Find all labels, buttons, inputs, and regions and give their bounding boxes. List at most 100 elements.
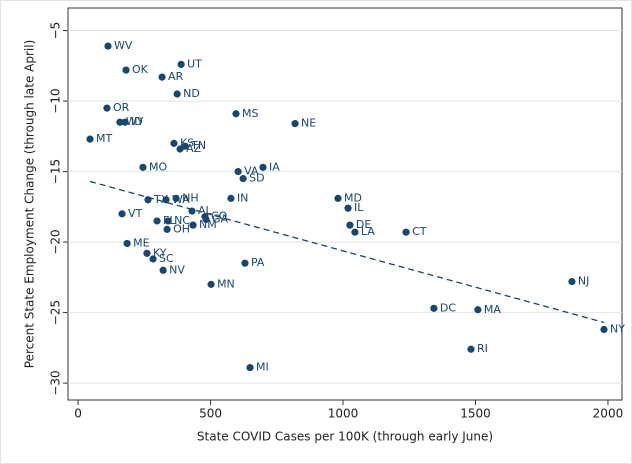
x-tick-label: 500: [199, 407, 222, 421]
point: [568, 277, 576, 286]
point-label: VA: [244, 165, 259, 178]
point: [121, 118, 129, 126]
point-label: IL: [354, 201, 364, 214]
point: [143, 249, 151, 257]
point-label: NM: [199, 218, 217, 231]
point-label: WV: [114, 39, 133, 52]
point-label: NC: [174, 214, 190, 227]
point: [232, 110, 240, 118]
point: [474, 306, 482, 314]
point: [344, 204, 352, 212]
x-tick-label: 1000: [328, 407, 359, 421]
point: [430, 304, 438, 312]
plot-area: [67, 7, 623, 401]
point: [139, 163, 147, 171]
point: [259, 163, 267, 171]
point-label: DE: [356, 218, 371, 231]
point: [86, 135, 94, 143]
point: [144, 196, 152, 204]
point: [334, 194, 342, 202]
point-label: SC: [159, 252, 174, 265]
point-label: CT: [412, 225, 427, 238]
point-label: NY: [610, 322, 625, 335]
point-label: SD: [249, 172, 264, 185]
point: [173, 90, 181, 98]
point-label: ND: [183, 87, 200, 100]
point-label: LA: [361, 225, 375, 238]
point-label: MD: [344, 191, 362, 204]
point-label: KY: [153, 246, 167, 259]
point: [172, 194, 180, 202]
point: [234, 167, 242, 176]
point-label: DC: [440, 301, 456, 314]
point: [104, 42, 112, 50]
y-axis-title: Percent State Employment Change (through…: [23, 40, 37, 369]
y-tick-label: −10: [49, 88, 63, 113]
point-label: MS: [242, 107, 258, 120]
point: [402, 228, 410, 236]
point-label: OK: [132, 63, 149, 76]
point-label: IN: [237, 191, 248, 204]
y-tick-label: −25: [49, 300, 63, 325]
point: [467, 345, 475, 353]
point: [103, 104, 111, 112]
point: [123, 239, 131, 248]
point: [246, 363, 254, 372]
point-label: NE: [301, 117, 316, 130]
point-label: TN: [190, 139, 206, 152]
y-tick-label: −5: [49, 22, 63, 40]
point-label: AL: [198, 204, 213, 217]
point-label: RI: [477, 342, 488, 355]
x-tick-label: 0: [74, 407, 82, 421]
point-label: CO: [211, 210, 228, 223]
point-label: GA: [212, 213, 229, 226]
x-tick-label: 1500: [460, 407, 491, 421]
point-label: OR: [113, 101, 130, 114]
point: [149, 255, 157, 263]
x-tick-label: 2000: [593, 407, 624, 421]
point: [159, 266, 167, 274]
point-label: NH: [182, 191, 199, 204]
y-tick-label: −15: [49, 159, 63, 184]
point-label: ME: [133, 236, 149, 249]
point: [118, 210, 126, 218]
point-label: AZ: [186, 142, 202, 155]
point: [202, 215, 210, 224]
point-label: NV: [169, 263, 185, 276]
point-label: MA: [484, 303, 501, 316]
point: [177, 60, 185, 69]
point-label: UT: [187, 57, 202, 70]
point: [351, 228, 359, 236]
point-label: MO: [149, 160, 167, 173]
point-label: IA: [269, 160, 280, 173]
y-tick-label: −20: [49, 229, 63, 254]
point-label: PA: [251, 256, 265, 269]
fit-line: [89, 180, 605, 324]
point: [164, 217, 172, 225]
point-label: AR: [168, 70, 184, 83]
point: [162, 196, 170, 204]
point: [346, 221, 354, 229]
point-label: VT: [128, 207, 143, 220]
point: [239, 175, 247, 183]
point-label: MT: [96, 132, 112, 145]
point: [600, 325, 608, 334]
x-axis-title: State COVID Cases per 100K (through earl…: [197, 430, 493, 444]
point: [227, 194, 235, 202]
point-label: WY: [126, 115, 144, 128]
point: [188, 207, 196, 215]
point: [181, 142, 189, 150]
point: [170, 139, 178, 147]
point: [163, 225, 171, 233]
point: [189, 221, 197, 229]
point-label: MN: [217, 277, 235, 290]
point: [291, 120, 299, 128]
point: [241, 259, 249, 267]
point: [122, 66, 130, 74]
point: [116, 118, 124, 126]
point: [153, 217, 161, 225]
point: [158, 73, 166, 81]
point-label: ID: [131, 115, 143, 128]
point-label: OH: [173, 222, 190, 235]
